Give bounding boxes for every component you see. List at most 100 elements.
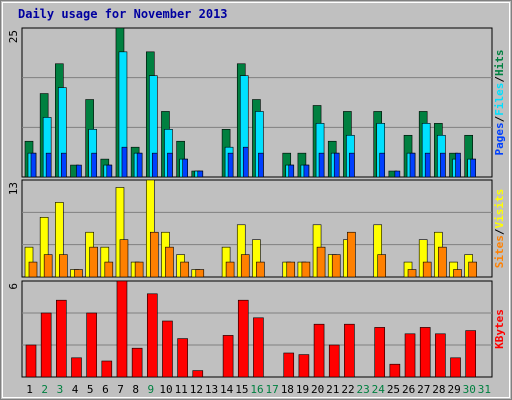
bar — [89, 246, 98, 278]
bar — [101, 360, 113, 378]
bar — [440, 152, 446, 178]
x-tick-label: 14 — [220, 383, 234, 396]
bar — [76, 164, 82, 178]
bar — [379, 152, 386, 178]
x-tick-label: 7 — [117, 383, 124, 396]
bar — [40, 312, 52, 378]
x-tick-label: 16 — [250, 383, 263, 396]
x-tick-label: 18 — [281, 383, 294, 396]
bar — [240, 254, 250, 278]
bar — [407, 269, 417, 278]
x-tick-label: 20 — [311, 383, 324, 396]
bar — [258, 152, 264, 178]
x-tick-label: 22 — [341, 383, 354, 396]
legend-entry: Pages — [493, 122, 506, 155]
bar — [468, 261, 477, 278]
x-tick-label: 13 — [205, 383, 218, 396]
x-tick-label: 1 — [26, 383, 33, 396]
x-tick-label: 31 — [478, 383, 491, 396]
bar — [328, 344, 340, 378]
bar — [465, 330, 476, 378]
x-tick-label: 24 — [372, 383, 386, 396]
bar — [45, 152, 52, 178]
y-tick-label: 6 — [7, 283, 20, 290]
bar — [404, 333, 416, 378]
bar — [162, 320, 173, 378]
bar — [318, 152, 325, 178]
x-tick-label: 27 — [417, 383, 430, 396]
x-tick-label: 21 — [326, 383, 339, 396]
bar — [121, 146, 128, 178]
bar — [167, 152, 173, 178]
bar — [298, 354, 310, 378]
x-tick-label: 23 — [357, 383, 370, 396]
x-tick-label: 17 — [266, 383, 279, 396]
x-tick-label: 8 — [132, 383, 139, 396]
bar — [74, 269, 83, 278]
bar — [197, 170, 204, 178]
legend: KBytes — [493, 309, 506, 349]
bar — [286, 261, 296, 278]
bar — [303, 164, 310, 178]
x-tick-label: 11 — [175, 383, 188, 396]
x-tick-label: 9 — [148, 383, 155, 396]
bar — [409, 152, 416, 178]
bar — [71, 357, 82, 378]
bar — [283, 352, 295, 378]
bar — [450, 357, 461, 378]
bar — [225, 261, 235, 278]
bar — [119, 239, 129, 278]
bar — [30, 152, 37, 178]
bar — [146, 293, 158, 378]
bar — [149, 231, 159, 278]
bar — [313, 323, 325, 378]
bar — [242, 146, 249, 178]
bar — [25, 344, 37, 378]
bar — [237, 299, 249, 378]
bar — [344, 323, 355, 378]
bar — [222, 335, 234, 378]
bar — [106, 164, 113, 178]
bar — [453, 269, 462, 278]
legend: Sites/Visits — [493, 189, 506, 269]
bar — [256, 261, 265, 278]
legend-entry: Sites — [493, 235, 506, 268]
x-tick-label: 29 — [447, 383, 460, 396]
x-tick-label: 4 — [72, 383, 79, 396]
bar — [134, 261, 144, 278]
bar — [389, 363, 401, 378]
bar — [253, 317, 264, 378]
x-tick-label: 26 — [402, 383, 415, 396]
x-tick-label: 10 — [159, 383, 172, 396]
bar — [104, 261, 114, 278]
x-tick-label: 30 — [463, 383, 476, 396]
bar — [331, 254, 341, 278]
x-tick-label: 12 — [190, 383, 203, 396]
bar — [165, 246, 174, 278]
legend-separator: / — [493, 228, 506, 235]
bar — [422, 261, 432, 278]
legend-entry: Visits — [493, 189, 506, 229]
bar — [136, 152, 143, 178]
bar — [470, 158, 476, 178]
x-tick-label: 5 — [87, 383, 94, 396]
legend-separator: / — [493, 76, 506, 83]
legend: Pages/Files/Hits — [493, 50, 506, 156]
bar — [374, 327, 386, 378]
y-tick-label: 13 — [7, 182, 20, 195]
y-tick-label: 25 — [7, 30, 20, 43]
bar — [227, 152, 234, 178]
x-tick-label: 28 — [432, 383, 445, 396]
bar — [91, 152, 97, 178]
legend-entry: Hits — [493, 50, 506, 77]
bar — [438, 246, 447, 278]
bar — [333, 152, 340, 178]
bar — [177, 338, 188, 378]
x-tick-label: 6 — [102, 383, 109, 396]
bar — [195, 269, 205, 278]
bar — [349, 152, 355, 178]
bar — [56, 299, 67, 378]
bar — [43, 254, 53, 278]
bar — [61, 152, 67, 178]
